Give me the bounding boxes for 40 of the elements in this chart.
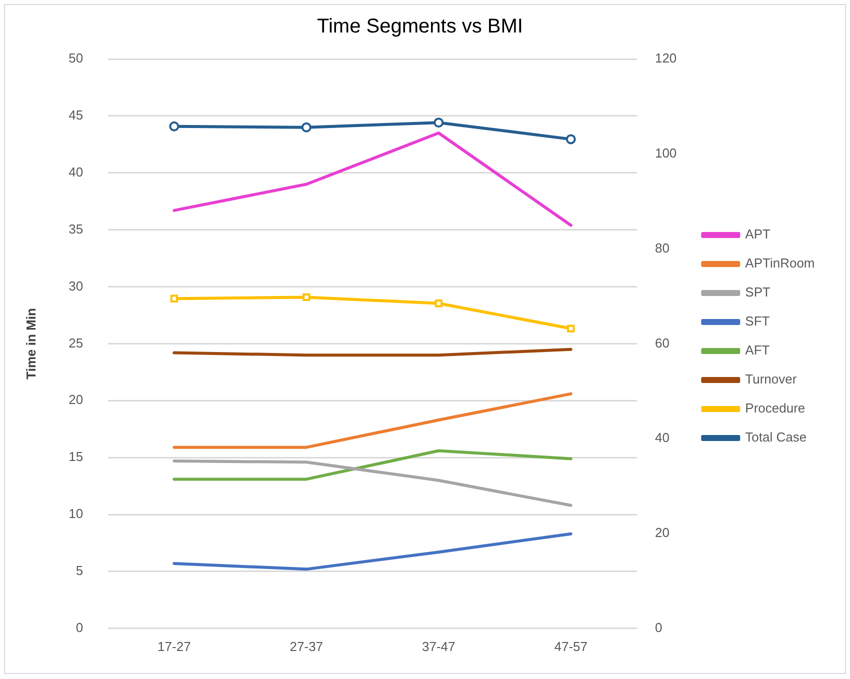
y-tick-label: 0 [76,620,84,635]
x-tick-label: 27-37 [290,638,324,654]
legend-label: Total Case [745,430,807,445]
y2-tick-label: 120 [654,50,677,66]
legend-label: Procedure [745,400,806,416]
y2-tick-label: 60 [654,335,670,350]
y-tick-label: 10 [68,506,84,522]
y2-tick-label: 100 [654,145,677,160]
x-tick-label: 37-47 [422,638,456,654]
point [302,293,310,302]
y2-tick-label: 40 [654,430,670,446]
legend-label: Turnover [745,372,798,387]
legend-label: APT [745,226,771,242]
y-axis-title: Time in Min [23,308,38,380]
y2-tick-label: 80 [654,240,670,256]
legend-label: SPT [745,284,771,300]
legend-label: APTinRoom [745,256,815,271]
chart-title: Time Segments vs BMI [317,16,523,38]
y-tick-label: 45 [68,108,84,123]
y-tick-label: 40 [68,164,84,180]
legend-label: SFT [745,314,770,329]
y-tick-label: 15 [68,449,84,464]
x-tick-label: 47-57 [554,638,588,654]
y-tick-label: 20 [68,392,84,408]
point [566,134,576,144]
y-tick-label: 50 [68,50,84,66]
point [169,121,180,132]
y-tick-label: 35 [68,221,84,236]
y2-tick-label: 0 [654,620,662,635]
legend-label: AFT [745,342,770,358]
y-tick-label: 25 [68,335,84,350]
point [434,118,444,128]
y2-tick-label: 20 [654,525,670,540]
y-tick-label: 5 [76,563,84,578]
point [434,300,442,308]
x-tick-label: 17-27 [158,638,191,654]
point [301,122,312,132]
point [567,324,575,332]
point [170,294,178,302]
y-tick-label: 30 [68,278,84,294]
